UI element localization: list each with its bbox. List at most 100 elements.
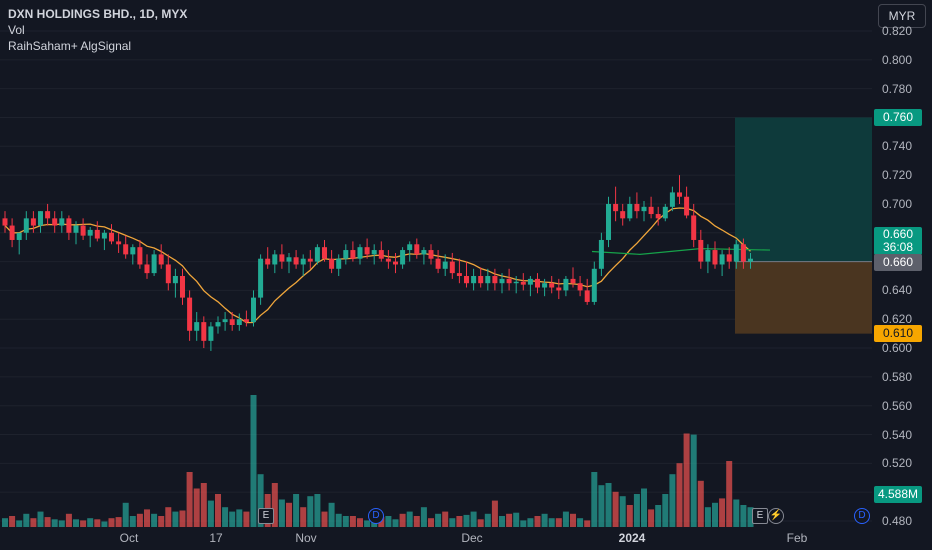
dividend-event-icon[interactable]: D bbox=[854, 508, 870, 524]
volume-bar bbox=[136, 513, 143, 527]
split-event-icon[interactable]: ⚡ bbox=[768, 508, 784, 524]
price-tick-label: 0.640 bbox=[882, 283, 913, 298]
volume-bar bbox=[477, 519, 484, 527]
candle-body bbox=[442, 261, 448, 269]
candle-body bbox=[109, 232, 114, 242]
volume-bar bbox=[442, 511, 449, 527]
earnings-event-icon[interactable]: E bbox=[258, 508, 274, 524]
candle-body bbox=[464, 276, 469, 284]
volume-bar bbox=[683, 433, 690, 527]
volume-bar bbox=[676, 463, 683, 527]
candle-body bbox=[130, 247, 136, 255]
volume-bar bbox=[314, 494, 321, 527]
target-zone bbox=[735, 117, 872, 262]
candle-body bbox=[598, 239, 604, 269]
candle-body bbox=[137, 247, 143, 265]
volume-bar bbox=[222, 507, 229, 527]
volume-bar bbox=[101, 521, 108, 527]
candle-body bbox=[712, 250, 718, 265]
candle-body bbox=[662, 206, 668, 219]
candle-body bbox=[570, 278, 576, 284]
time-tick-label: Feb bbox=[786, 531, 808, 545]
volume-bar bbox=[364, 520, 371, 527]
candle-body bbox=[364, 247, 370, 255]
candle-body bbox=[726, 254, 732, 262]
volume-bar bbox=[144, 509, 150, 527]
volume-bar bbox=[151, 513, 158, 527]
volume-bar bbox=[80, 520, 87, 527]
volume-bar bbox=[307, 496, 314, 527]
volume-bar bbox=[250, 395, 257, 527]
earnings-event-icon[interactable]: E bbox=[752, 508, 768, 524]
candle-body bbox=[698, 239, 704, 262]
time-tick-label: 2024 bbox=[618, 531, 646, 545]
candle-body bbox=[428, 250, 434, 259]
price-tick-label: 0.580 bbox=[882, 369, 913, 384]
candle-body bbox=[201, 322, 207, 341]
current-price-tag: 0.660 36:08 bbox=[874, 227, 922, 255]
volume-bar bbox=[527, 518, 534, 527]
volume-bar bbox=[392, 519, 399, 527]
volume-bar bbox=[286, 502, 292, 527]
volume-bar bbox=[449, 518, 456, 527]
volume-bar bbox=[591, 472, 598, 527]
price-tick-label: 0.480 bbox=[882, 514, 913, 528]
candle-body bbox=[584, 290, 590, 302]
price-tick-label: 0.700 bbox=[882, 196, 913, 211]
volume-bar bbox=[87, 518, 94, 527]
currency-button[interactable]: MYR bbox=[878, 4, 926, 28]
candle-body bbox=[492, 276, 498, 284]
candle-body bbox=[350, 250, 356, 259]
volume-bar bbox=[16, 520, 23, 527]
volume-bar bbox=[399, 513, 406, 527]
candle-body bbox=[641, 206, 647, 212]
price-tick-label: 0.620 bbox=[882, 312, 913, 327]
candle-body bbox=[30, 218, 36, 226]
volume-bar bbox=[697, 480, 704, 527]
volume-bar bbox=[257, 474, 264, 527]
candle-body bbox=[16, 232, 22, 240]
volume-bar bbox=[740, 505, 747, 527]
candle-body bbox=[45, 211, 51, 219]
candle-body bbox=[357, 247, 363, 259]
candle-body bbox=[407, 244, 413, 251]
volume-bar bbox=[491, 500, 498, 527]
candle-body bbox=[627, 203, 633, 219]
candle-body bbox=[180, 276, 185, 298]
candle-body bbox=[272, 254, 278, 265]
volume-bar bbox=[186, 472, 193, 527]
volume-bar bbox=[499, 516, 505, 527]
volume-bar bbox=[172, 511, 179, 527]
volume-bar bbox=[733, 499, 740, 527]
volume-bar bbox=[321, 511, 328, 527]
algsignal-indicator-label[interactable]: RaihSaham+ AlgSignal bbox=[8, 39, 132, 53]
volume-bar bbox=[2, 518, 8, 527]
candle-body bbox=[634, 203, 640, 212]
volume-bar bbox=[200, 483, 207, 527]
volume-bar bbox=[470, 511, 477, 527]
volume-indicator-label[interactable]: Vol bbox=[8, 23, 25, 37]
volume-bar bbox=[44, 517, 51, 527]
price-tick-label: 0.540 bbox=[882, 427, 913, 442]
candle-body bbox=[506, 278, 512, 284]
candle-body bbox=[286, 257, 292, 262]
volume-bar bbox=[179, 510, 186, 527]
symbol-title[interactable]: DXN HOLDINGS BHD., 1D, MYX bbox=[8, 7, 188, 21]
volume-bar bbox=[555, 518, 562, 527]
candle-body bbox=[393, 261, 398, 265]
candle-body bbox=[385, 258, 391, 262]
candle-body bbox=[59, 218, 65, 226]
candle-body bbox=[513, 281, 519, 284]
volume-bar bbox=[94, 519, 101, 527]
candle-body bbox=[322, 247, 327, 259]
candle-body bbox=[684, 196, 690, 216]
volume-bar bbox=[598, 485, 605, 527]
volume-bar bbox=[570, 513, 576, 527]
volume-bar bbox=[165, 507, 172, 527]
dividend-event-icon[interactable]: D bbox=[368, 508, 384, 524]
volume-bar bbox=[300, 507, 307, 527]
volume-bar bbox=[278, 499, 285, 527]
candle-body bbox=[343, 250, 349, 259]
volume-bar bbox=[378, 517, 385, 527]
